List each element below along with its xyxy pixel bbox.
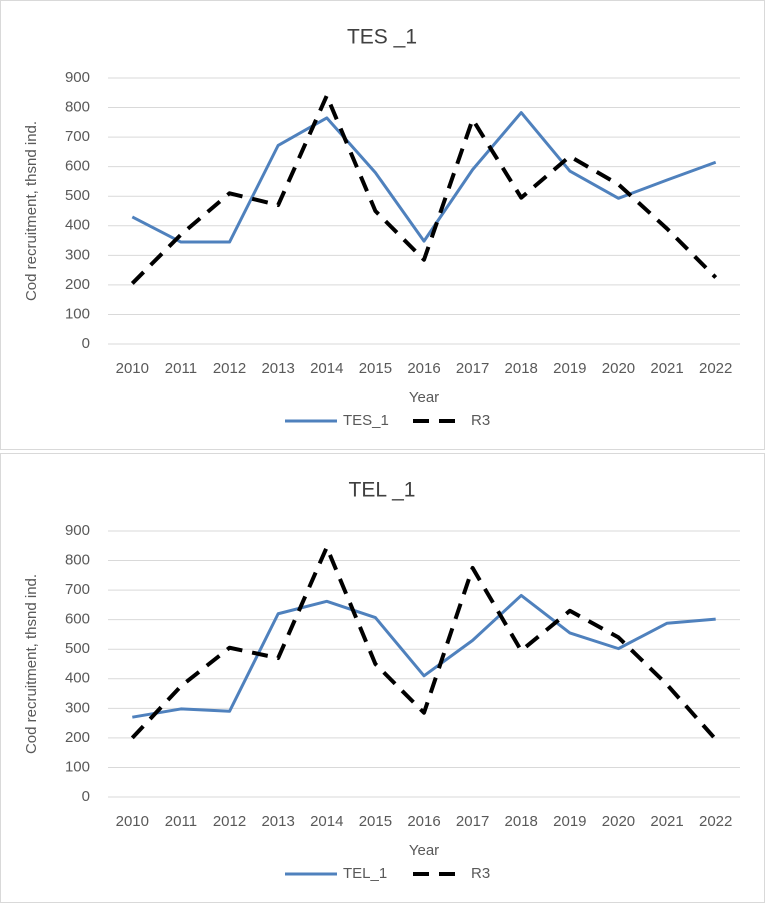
x-tick-label: 2022 bbox=[699, 360, 732, 377]
panel-border bbox=[0, 0, 765, 450]
x-tick-label: 2013 bbox=[261, 813, 294, 830]
x-tick-label: 2020 bbox=[602, 360, 635, 377]
x-tick-label: 2011 bbox=[165, 360, 197, 377]
y-tick-label: 600 bbox=[65, 158, 90, 175]
x-tick-label: 2014 bbox=[310, 360, 343, 377]
y-tick-label: 100 bbox=[65, 305, 90, 322]
chart-title: TES _1 bbox=[347, 26, 417, 49]
x-tick-label: 2021 bbox=[650, 360, 683, 377]
panel-border bbox=[0, 453, 765, 903]
x-tick-label: 2019 bbox=[553, 360, 586, 377]
y-tick-label: 400 bbox=[65, 217, 90, 234]
legend-label: R3 bbox=[471, 412, 490, 429]
x-tick-label: 2014 bbox=[310, 813, 343, 830]
y-tick-label: 500 bbox=[65, 187, 90, 204]
line-series bbox=[131, 111, 717, 244]
y-tick-label: 200 bbox=[65, 276, 90, 293]
x-tick-label: 2012 bbox=[213, 360, 246, 377]
legend-label: TEL_1 bbox=[343, 865, 387, 882]
x-tick-label: 2018 bbox=[505, 813, 538, 830]
x-tick-label: 2013 bbox=[261, 360, 294, 377]
y-tick-label: 700 bbox=[65, 581, 90, 598]
chart-panel: TES _1 0 100 200 300 400 500 600 700 800 900 2010 20… bbox=[0, 0, 765, 450]
chart-panel: TEL _1 0 100 200 300 400 500 600 700 800 900 2010 20… bbox=[0, 453, 765, 903]
line-series bbox=[132, 593, 716, 719]
x-tick-label: 2020 bbox=[602, 813, 635, 830]
x-tick-label: 2015 bbox=[359, 360, 392, 377]
x-tick-label: 2017 bbox=[456, 813, 489, 830]
y-tick-label: 500 bbox=[65, 640, 90, 657]
x-tick-label: 2019 bbox=[553, 813, 586, 830]
legend-label: TES_1 bbox=[343, 412, 389, 429]
line-series bbox=[130, 93, 718, 285]
x-axis-title: Year bbox=[409, 842, 439, 859]
y-tick-label: 0 bbox=[82, 788, 90, 805]
y-tick-label: 900 bbox=[65, 69, 90, 86]
y-tick-label: 600 bbox=[65, 611, 90, 628]
y-tick-label: 200 bbox=[65, 729, 90, 746]
x-tick-label: 2016 bbox=[407, 360, 440, 377]
y-tick-label: 100 bbox=[65, 758, 90, 775]
x-tick-label: 2012 bbox=[213, 813, 246, 830]
x-tick-label: 2021 bbox=[650, 813, 683, 830]
line-series bbox=[130, 545, 718, 741]
x-axis-title: Year bbox=[409, 389, 439, 406]
y-tick-label: 400 bbox=[65, 670, 90, 687]
chart-title: TEL _1 bbox=[349, 479, 416, 502]
x-tick-label: 2018 bbox=[505, 360, 538, 377]
x-tick-label: 2010 bbox=[116, 360, 149, 377]
y-axis-title: Cod recruitment, thsnd ind. bbox=[23, 121, 40, 301]
y-tick-label: 900 bbox=[65, 522, 90, 539]
x-tick-label: 2022 bbox=[699, 813, 732, 830]
x-tick-label: 2017 bbox=[456, 360, 489, 377]
y-tick-label: 300 bbox=[65, 246, 90, 263]
x-tick-label: 2010 bbox=[116, 813, 149, 830]
y-tick-label: 800 bbox=[65, 552, 90, 569]
x-tick-label: 2011 bbox=[165, 813, 197, 830]
y-tick-label: 700 bbox=[65, 128, 90, 145]
legend-label: R3 bbox=[471, 865, 490, 882]
x-tick-label: 2016 bbox=[407, 813, 440, 830]
y-axis-title: Cod recruitment, thsnd ind. bbox=[23, 574, 40, 754]
y-tick-label: 800 bbox=[65, 99, 90, 116]
y-tick-label: 300 bbox=[65, 699, 90, 716]
x-tick-label: 2015 bbox=[359, 813, 392, 830]
y-tick-label: 0 bbox=[82, 335, 90, 352]
